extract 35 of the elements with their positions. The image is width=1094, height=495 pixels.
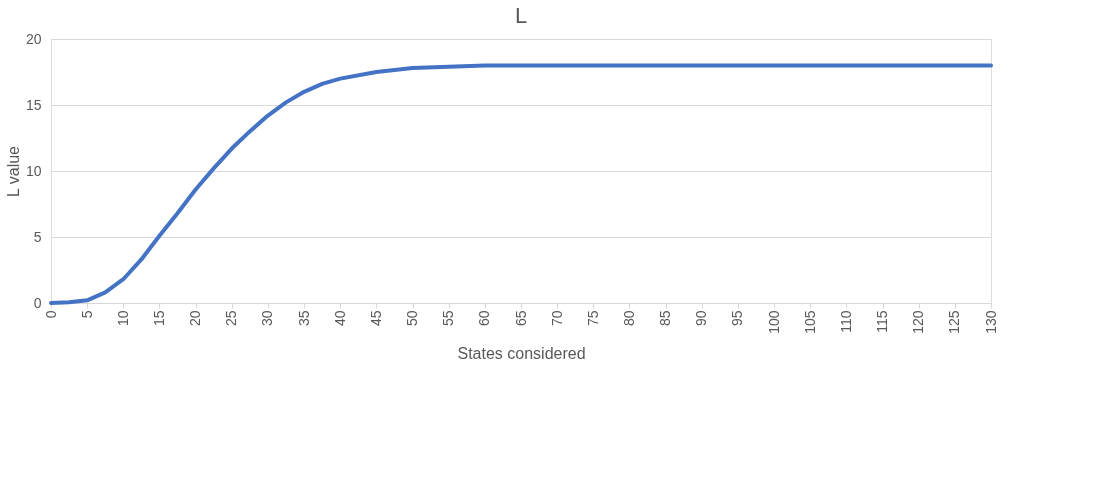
x-tick-label: 30 (259, 310, 276, 327)
y-tick-label: 5 (33, 228, 42, 245)
line-series (49, 63, 993, 305)
x-tick-label: 95 (729, 310, 746, 327)
x-tick-label: 85 (657, 310, 674, 327)
x-tick-label: 35 (295, 310, 312, 327)
x-tick-label: 20 (187, 310, 204, 327)
x-tick-label: 125 (946, 310, 963, 334)
x-tick-label: 90 (693, 310, 710, 327)
x-tick-label: 70 (548, 310, 565, 327)
x-tick-label: 100 (765, 310, 782, 334)
x-tick-label: 40 (331, 310, 348, 327)
x-tick-label: 5 (78, 310, 95, 319)
x-tick-label: 55 (440, 310, 457, 327)
y-tick-label: 20 (25, 30, 42, 47)
x-tick-label: 25 (223, 310, 240, 327)
x-tick-label: 65 (512, 310, 529, 327)
x-tick-label: 60 (476, 310, 493, 327)
x-axis-title: States considered (457, 344, 586, 362)
x-tick-label: 75 (584, 310, 601, 327)
x-tick-label: 45 (367, 310, 384, 327)
x-tick-label: 0 (42, 310, 59, 319)
chart-title: L (514, 3, 528, 28)
x-tick-label: 15 (150, 310, 167, 327)
y-tick-label: 10 (25, 162, 42, 179)
x-tick-label: 105 (801, 310, 818, 334)
x-tick-label: 80 (620, 310, 637, 327)
x-tick-label: 120 (910, 310, 927, 334)
x-tick-label: 10 (114, 310, 131, 327)
x-tick-label: 50 (404, 310, 421, 327)
x-tick-label: 130 (982, 310, 999, 334)
y-tick-label: 15 (25, 96, 42, 113)
y-axis-title: L value (4, 145, 22, 197)
x-tick-label: 110 (837, 310, 854, 333)
x-tick-label: 115 (874, 310, 891, 333)
